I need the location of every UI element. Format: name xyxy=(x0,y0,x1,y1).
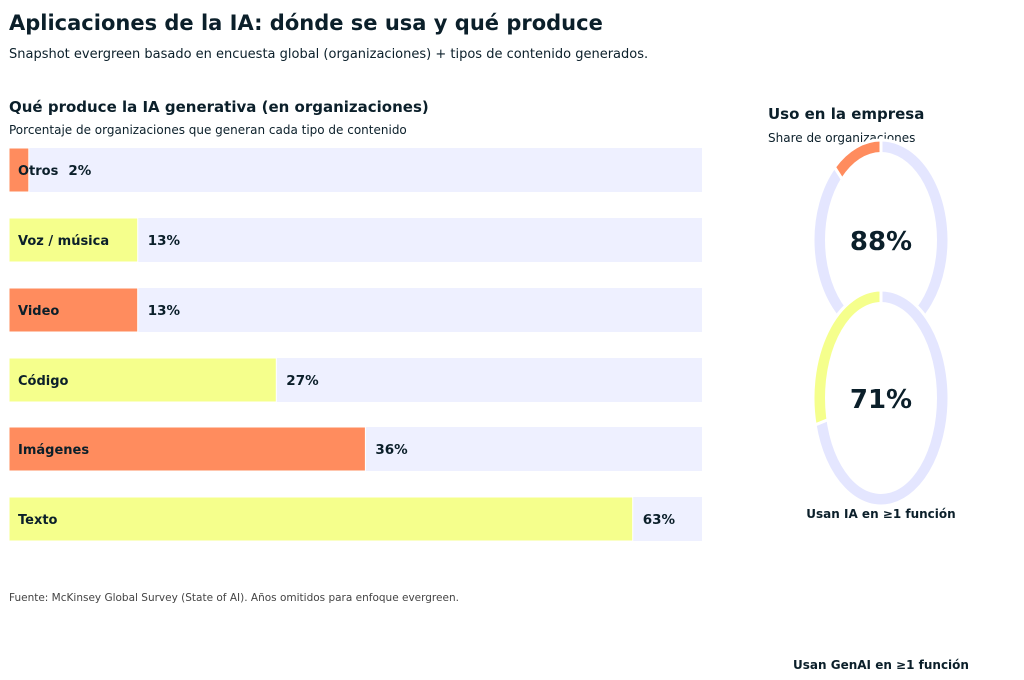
bar-category-label: Imágenes xyxy=(18,443,89,458)
bar-chart-subtitle: Porcentaje de organizaciones que generan… xyxy=(9,123,407,137)
donut-hole-1 xyxy=(825,302,937,494)
bar-4 xyxy=(8,426,366,472)
source-note: Fuente: McKinsey Global Survey (State of… xyxy=(9,592,459,604)
donut-label: Usan GenAI en ≥1 función xyxy=(793,658,969,672)
donut-center-value: 71% xyxy=(850,385,912,415)
donut-label: Usan IA en ≥1 función xyxy=(806,507,955,521)
bar-value-label: 63% xyxy=(643,512,676,528)
page-subtitle: Snapshot evergreen basado en encuesta gl… xyxy=(9,47,649,62)
bar-category-label: Voz / música xyxy=(18,234,109,249)
bar-2 xyxy=(8,287,139,333)
bar-value-label: 13% xyxy=(148,303,181,319)
bar-category-label: Otros xyxy=(18,164,59,179)
bar-value-label: 13% xyxy=(148,233,181,249)
donut-panel-title: Uso en la empresa xyxy=(768,105,924,123)
bar-value-label: 36% xyxy=(375,442,408,458)
bar-value-label: 2% xyxy=(68,163,91,179)
donut-hole-0 xyxy=(825,152,937,328)
bar-3 xyxy=(8,357,277,403)
bar-1 xyxy=(8,217,139,263)
page-title: Aplicaciones de la IA: dónde se usa y qu… xyxy=(9,11,603,35)
bar-value-label: 27% xyxy=(286,373,319,389)
bar-track xyxy=(9,148,702,192)
donut-center-value: 88% xyxy=(850,227,912,257)
bar-category-label: Código xyxy=(18,374,69,389)
bar-0 xyxy=(8,147,30,193)
bar-chart-title: Qué produce la IA generativa (en organiz… xyxy=(9,98,429,116)
bar-5 xyxy=(8,496,634,542)
bar-category-label: Texto xyxy=(18,513,58,528)
bar-category-label: Video xyxy=(18,304,59,319)
